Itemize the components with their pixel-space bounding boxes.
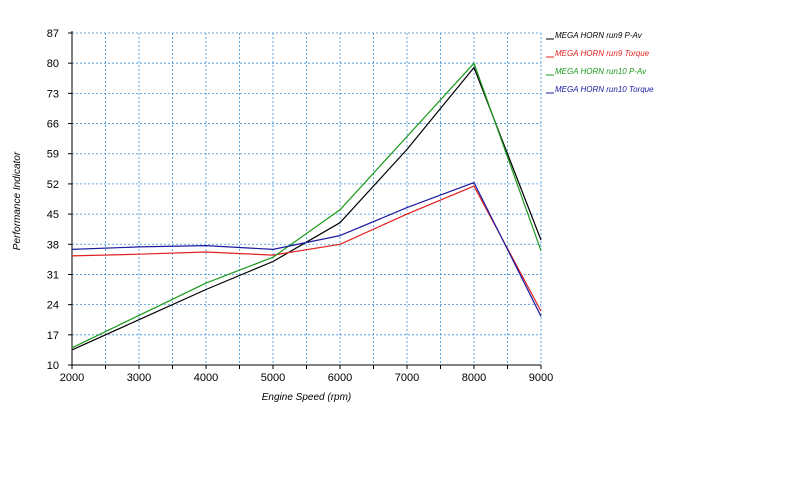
legend-entry: MEGA HORN run10 Torque — [555, 85, 654, 94]
x-tick-label: 3000 — [127, 372, 151, 384]
y-tick-label: 52 — [47, 179, 59, 191]
y-tick-label: 87 — [47, 28, 59, 40]
legend-entry: MEGA HORN run10 P-Av — [555, 67, 647, 76]
y-tick-label: 24 — [47, 300, 59, 312]
legend-entry: MEGA HORN run9 Torque — [555, 49, 650, 58]
x-tick-label: 8000 — [462, 372, 486, 384]
x-tick-label: 7000 — [395, 372, 419, 384]
x-tick-label: 9000 — [529, 372, 553, 384]
y-tick-label: 38 — [47, 239, 59, 251]
y-tick-label: 80 — [47, 58, 59, 70]
grid — [72, 32, 542, 365]
x-tick-label: 6000 — [328, 372, 352, 384]
axes — [68, 31, 542, 369]
legend-entry: MEGA HORN run9 P-Av — [555, 31, 643, 40]
y-tick-label: 59 — [47, 149, 59, 161]
y-tick-label: 73 — [47, 88, 59, 100]
series-line-2 — [71, 185, 542, 312]
y-tick-label: 17 — [47, 330, 59, 342]
y-tick-label: 66 — [47, 119, 59, 131]
x-tick-label: 5000 — [261, 372, 285, 384]
y-axis-label: Performance Indicator — [12, 151, 23, 250]
legend: MEGA HORN run9 P-Av MEGA HORN run9 Torque… — [546, 31, 654, 94]
y-tick-label: 10 — [47, 360, 59, 372]
x-axis-label: Engine Speed (rpm) — [262, 392, 352, 403]
series-line-3 — [71, 62, 542, 349]
y-tick-label: 45 — [47, 209, 59, 221]
x-tick-label: 2000 — [60, 372, 84, 384]
tick-labels: 2000 3000 4000 5000 6000 7000 8000 9000 10 17 24 31… — [47, 28, 553, 384]
y-tick-label: 31 — [47, 269, 59, 281]
series-lines — [71, 62, 542, 351]
series-line-4 — [71, 182, 542, 317]
x-tick-label: 4000 — [194, 372, 218, 384]
